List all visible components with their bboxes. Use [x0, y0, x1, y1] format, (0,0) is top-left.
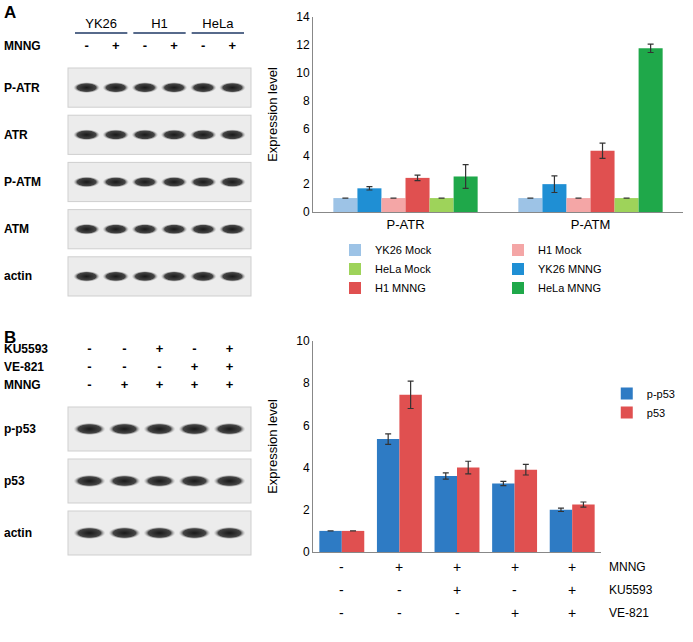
svg-text:0: 0 [303, 545, 310, 559]
svg-text:B: B [4, 328, 17, 347]
svg-text:p53: p53 [647, 407, 665, 419]
svg-text:HeLa Mock: HeLa Mock [375, 263, 431, 275]
svg-text:H1 MNNG: H1 MNNG [375, 282, 426, 294]
svg-text:+: + [511, 605, 519, 621]
svg-text:-: - [339, 582, 344, 598]
svg-text:4: 4 [303, 149, 310, 163]
svg-text:+: + [568, 559, 576, 575]
svg-text:12: 12 [296, 38, 310, 52]
svg-text:YK26: YK26 [85, 16, 117, 31]
svg-text:-: - [143, 38, 147, 53]
svg-text:actin: actin [4, 526, 32, 540]
svg-text:+: + [229, 38, 237, 53]
svg-text:P-ATM: P-ATM [4, 175, 41, 189]
svg-text:+: + [511, 559, 519, 575]
svg-text:-: - [192, 341, 196, 356]
svg-text:YK26 MNNG: YK26 MNNG [538, 263, 602, 275]
svg-text:+: + [395, 559, 403, 575]
svg-text:actin: actin [4, 269, 32, 283]
svg-text:A: A [4, 3, 16, 22]
svg-text:p-p53: p-p53 [4, 422, 36, 436]
svg-text:2: 2 [303, 177, 310, 191]
svg-text:Expression level: Expression level [265, 399, 280, 494]
svg-text:+: + [156, 341, 164, 356]
svg-text:+: + [226, 377, 234, 392]
svg-text:-: - [87, 359, 91, 374]
svg-text:+: + [226, 359, 234, 374]
svg-text:HeLa MNNG: HeLa MNNG [538, 282, 601, 294]
svg-text:-: - [397, 605, 402, 621]
svg-text:+: + [453, 559, 461, 575]
svg-text:VE-821: VE-821 [609, 606, 649, 620]
svg-text:6: 6 [303, 122, 310, 136]
svg-text:10: 10 [296, 66, 310, 80]
svg-text:MNNG: MNNG [4, 39, 41, 53]
svg-text:-: - [397, 582, 402, 598]
svg-text:8: 8 [303, 94, 310, 108]
svg-text:14: 14 [296, 10, 310, 24]
svg-text:-: - [455, 605, 460, 621]
svg-text:p-p53: p-p53 [647, 388, 675, 400]
svg-text:+: + [191, 377, 199, 392]
svg-text:2: 2 [303, 503, 310, 517]
svg-text:10: 10 [296, 334, 310, 348]
svg-text:+: + [568, 605, 576, 621]
svg-text:+: + [112, 38, 120, 53]
svg-text:-: - [122, 359, 126, 374]
svg-text:0: 0 [303, 205, 310, 219]
svg-text:-: - [339, 605, 344, 621]
svg-text:+: + [226, 341, 234, 356]
svg-text:-: - [87, 377, 91, 392]
svg-text:-: - [339, 559, 344, 575]
svg-text:+: + [170, 38, 178, 53]
svg-text:MNNG: MNNG [4, 378, 41, 392]
svg-text:-: - [122, 341, 126, 356]
svg-text:-: - [201, 38, 205, 53]
svg-text:KU5593: KU5593 [609, 583, 653, 597]
svg-text:+: + [191, 359, 199, 374]
svg-text:Expression level: Expression level [265, 67, 280, 162]
svg-text:H1 Mock: H1 Mock [538, 244, 582, 256]
svg-text:p53: p53 [4, 474, 25, 488]
svg-text:MNNG: MNNG [609, 560, 646, 574]
svg-text:+: + [453, 582, 461, 598]
svg-text:4: 4 [303, 461, 310, 475]
svg-text:6: 6 [303, 419, 310, 433]
svg-text:8: 8 [303, 376, 310, 390]
svg-text:-: - [84, 38, 88, 53]
svg-text:H1: H1 [151, 16, 168, 31]
svg-text:+: + [156, 377, 164, 392]
svg-text:P-ATR: P-ATR [4, 81, 40, 95]
svg-text:-: - [512, 582, 517, 598]
svg-text:P-ATM: P-ATM [571, 217, 610, 232]
svg-text:-: - [157, 359, 161, 374]
svg-text:ATM: ATM [4, 222, 29, 236]
svg-text:+: + [568, 582, 576, 598]
svg-text:P-ATR: P-ATR [386, 217, 424, 232]
svg-text:ATR: ATR [4, 128, 28, 142]
svg-text:YK26 Mock: YK26 Mock [375, 244, 432, 256]
svg-text:VE-821: VE-821 [4, 360, 44, 374]
svg-text:HeLa: HeLa [202, 16, 234, 31]
svg-text:+: + [121, 377, 129, 392]
svg-text:-: - [87, 341, 91, 356]
svg-text:KU5593: KU5593 [4, 342, 48, 356]
